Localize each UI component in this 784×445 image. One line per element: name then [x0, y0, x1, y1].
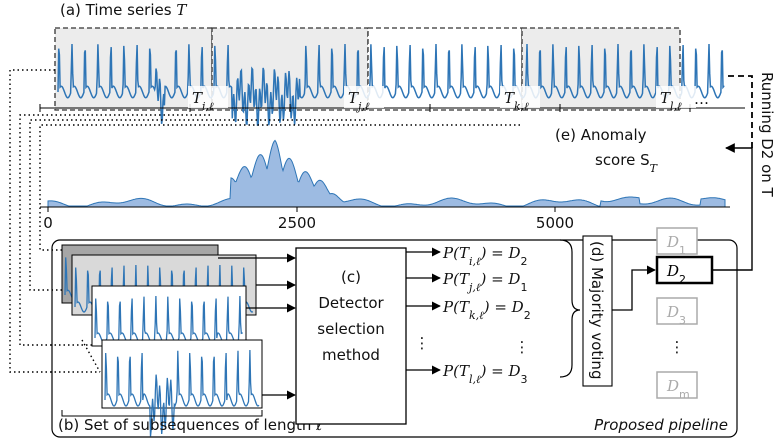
- dotted-leader: [19, 114, 210, 346]
- window-label: Tl,ℓ: [660, 89, 682, 113]
- prediction: P(Tj,ℓ) = D1: [442, 270, 527, 294]
- window-label-part: T: [660, 89, 671, 107]
- dotted-leader: [9, 69, 100, 373]
- detector-name-part: 1: [679, 244, 686, 257]
- subsequences-label: (b) Set of subsequences of length ℓ: [58, 416, 322, 434]
- window-label-part: T: [504, 89, 515, 107]
- detector-text: method: [322, 346, 380, 364]
- detector-text: Detector: [318, 294, 384, 312]
- detector-option: [656, 227, 698, 255]
- window-label: Tk,ℓ: [504, 89, 529, 113]
- detector-name-part: m: [679, 388, 690, 401]
- prediction-part: P(T: [442, 270, 470, 288]
- prediction-part: 2: [524, 309, 531, 322]
- detector-name: D2: [666, 262, 686, 286]
- dashed-run: [728, 75, 753, 148]
- prediction-part: P(T: [442, 244, 470, 262]
- detector-option: [655, 255, 714, 285]
- window-label-part: i,ℓ: [202, 100, 214, 113]
- prediction-part: 1: [520, 281, 527, 294]
- voting-text: (d) Majority voting: [588, 241, 606, 379]
- detector-name-part: 2: [679, 273, 686, 286]
- dotted-leader: [29, 119, 365, 291]
- window-label-part: j,ℓ: [355, 100, 370, 113]
- dotted-leader: [39, 124, 520, 251]
- subsequence-line: [94, 295, 243, 344]
- subsequence-line: [104, 349, 260, 437]
- window-label-part: k,ℓ: [514, 100, 529, 113]
- prediction-part: ) = D: [480, 362, 521, 380]
- card-bracket: [61, 410, 263, 417]
- detector-name-part: D: [666, 377, 679, 395]
- detector-box: [295, 247, 407, 425]
- anomaly-tick-label: 0: [43, 214, 53, 232]
- pipeline-caption: Proposed pipeline: [594, 416, 728, 434]
- prediction-part: k,ℓ: [469, 309, 484, 322]
- vertical-ellipsis: ⋮: [515, 338, 530, 356]
- prediction-part: l,ℓ: [469, 373, 481, 386]
- window-label-part: T: [192, 89, 203, 107]
- prediction-part: ) = D: [479, 270, 520, 288]
- detector-name-part: D: [666, 233, 679, 251]
- series-ellipsis-part: …: [694, 90, 709, 108]
- anomaly-label-2-part: score S: [595, 151, 650, 169]
- detector-name: D3: [666, 303, 686, 327]
- series-ellipsis: …: [694, 90, 709, 108]
- voting-box: [582, 235, 613, 387]
- prediction-part: P(T: [442, 362, 470, 380]
- detector-option: [656, 297, 698, 325]
- vertical-ellipsis: ⋮: [415, 334, 430, 352]
- anomaly-label-2: score ST: [595, 151, 659, 175]
- window-label: Ti,ℓ: [192, 89, 214, 113]
- anomaly-tick-label: 2500: [278, 214, 316, 232]
- arrow: [612, 265, 656, 311]
- running-label: Running D2 on T: [758, 72, 776, 198]
- pipeline-box: [51, 239, 738, 438]
- prediction-part: i,ℓ: [469, 255, 481, 268]
- time-series-line: [57, 43, 725, 126]
- anomaly-tick-label: 5000: [536, 214, 574, 232]
- prediction: P(Ti,ℓ) = D2: [442, 244, 528, 268]
- anomaly-label: (e) Anomaly: [555, 126, 647, 144]
- detector-name-part: D: [666, 303, 679, 321]
- series-title-part: (a) Time series: [60, 1, 176, 19]
- label-bg: [656, 86, 696, 108]
- prediction: P(Tk,ℓ) = D2: [442, 298, 531, 322]
- window-label-part: T: [348, 89, 359, 107]
- window-label: Tj,ℓ: [348, 89, 370, 113]
- brace: [559, 239, 581, 378]
- detector-text: (c): [341, 268, 361, 286]
- vertical-ellipsis: ⋮: [670, 338, 685, 356]
- prediction: P(Tl,ℓ) = D3: [442, 362, 528, 386]
- prediction-part: ) = D: [480, 244, 521, 262]
- detector-name: Dm: [666, 377, 690, 401]
- detector-name-part: D: [666, 262, 679, 280]
- label-bg: [188, 86, 228, 108]
- detector-option: [656, 371, 698, 399]
- series-title: (a) Time series T: [60, 1, 187, 19]
- anomaly-label-2-part: T: [650, 162, 659, 175]
- card-ellipsis: [81, 339, 101, 373]
- detector-text: selection: [317, 320, 384, 338]
- output-arrow: [712, 143, 753, 271]
- label-bg: [344, 86, 384, 108]
- prediction-part: P(T: [442, 298, 470, 316]
- prediction-part: j,ℓ: [466, 281, 481, 294]
- label-bg: [500, 86, 540, 108]
- prediction-part: 2: [521, 255, 528, 268]
- prediction-part: ) = D: [483, 298, 524, 316]
- window-label-part: l,ℓ: [670, 100, 682, 113]
- detector-name: D1: [666, 233, 686, 257]
- prediction-part: 3: [521, 373, 528, 386]
- series-title-part: T: [176, 1, 187, 19]
- detector-name-part: 3: [679, 314, 686, 327]
- anomaly-area: [47, 139, 726, 208]
